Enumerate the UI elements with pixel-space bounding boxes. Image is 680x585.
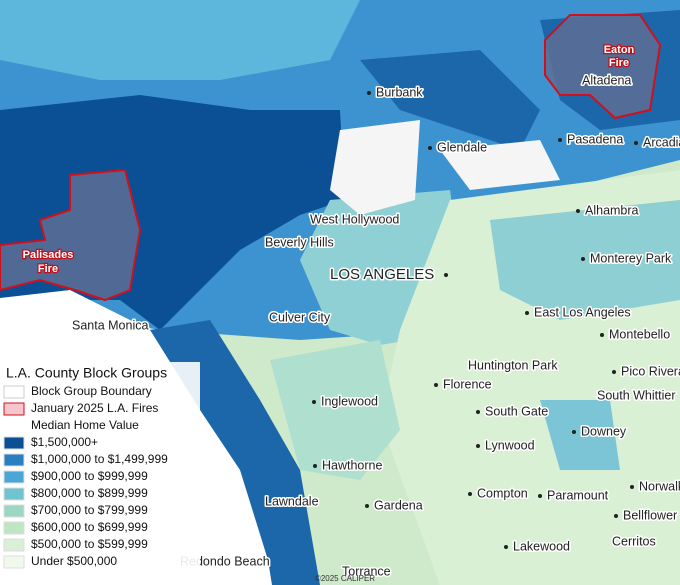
place-dot [600, 333, 604, 337]
place-label: Burbank [376, 85, 423, 99]
region [270, 340, 400, 480]
place-label: Lawndale [265, 494, 319, 508]
region [0, 0, 360, 80]
place-dot [525, 311, 529, 315]
legend-swatch [3, 521, 25, 535]
fire-label: Eaton [604, 44, 635, 56]
place-label: South Gate [485, 404, 548, 418]
legend-label: $1,500,000+ [31, 435, 98, 449]
legend-swatch [3, 555, 25, 569]
legend: L.A. County Block Groups Block Group Boun… [0, 362, 200, 574]
place-label: Bellflower [623, 508, 677, 522]
place-label: Monterey Park [590, 251, 672, 265]
legend-swatch [3, 402, 25, 416]
place-dot [634, 141, 638, 145]
park [440, 140, 560, 190]
park [330, 120, 420, 215]
fire-label: Fire [38, 263, 58, 275]
legend-label: January 2025 L.A. Fires [31, 401, 158, 415]
copyright: ©2025 CALIPER [315, 574, 375, 583]
place-dot [365, 504, 369, 508]
fire-label: Fire [609, 57, 629, 69]
place-dot [504, 545, 508, 549]
legend-swatch [3, 436, 25, 450]
place-label: Glendale [437, 140, 487, 154]
place-label: Montebello [609, 327, 670, 341]
region [360, 50, 540, 150]
place-dot [444, 273, 448, 277]
place-label: West Hollywood [310, 212, 399, 226]
region [490, 200, 680, 320]
place-label: Lynwood [485, 438, 535, 452]
place-label: Downey [581, 424, 627, 438]
place-label: Gardena [374, 498, 423, 512]
place-label: Compton [477, 486, 528, 500]
place-label: Huntington Park [468, 358, 558, 372]
place-dot [476, 410, 480, 414]
place-dot [313, 464, 317, 468]
place-label: Altadena [582, 73, 631, 87]
place-dot [576, 209, 580, 213]
place-label: Culver City [269, 310, 331, 324]
legend-label: $700,000 to $799,999 [31, 503, 148, 517]
place-label: Santa Monica [72, 318, 148, 332]
legend-swatch [3, 470, 25, 484]
place-label: South Whittier [597, 388, 676, 402]
place-label: Pico Rivera [621, 364, 680, 378]
place-dot [581, 257, 585, 261]
place-dot [312, 400, 316, 404]
place-label: Pasadena [567, 132, 623, 146]
place-label: Arcadia [643, 135, 680, 149]
legend-swatch [3, 504, 25, 518]
legend-label: $500,000 to $599,999 [31, 537, 148, 551]
place-dot [630, 485, 634, 489]
legend-panel [0, 362, 200, 574]
fire-perimeter [544, 14, 662, 120]
legend-swatch [3, 385, 25, 399]
place-dot [558, 138, 562, 142]
place-dot [367, 91, 371, 95]
legend-label: Block Group Boundary [31, 384, 152, 398]
place-label: LOS ANGELES [330, 266, 434, 283]
place-label: Alhambra [585, 203, 639, 217]
legend-label: $1,000,000 to $1,499,999 [31, 452, 168, 466]
place-dot [434, 383, 438, 387]
place-label: Florence [443, 377, 492, 391]
place-label: Beverly Hills [265, 235, 334, 249]
legend-label: Under $500,000 [31, 554, 117, 568]
place-label: Cerritos [612, 534, 656, 548]
place-label: Redondo Beach [180, 554, 270, 568]
legend-swatch [3, 487, 25, 501]
place-label: Hawthorne [322, 458, 382, 472]
place-label: Paramount [547, 488, 609, 502]
legend-swatch [3, 538, 25, 552]
place-label: Torrance [342, 564, 391, 578]
legend-label: $900,000 to $999,999 [31, 469, 148, 483]
place-dot [538, 494, 542, 498]
legend-swatch [3, 453, 25, 467]
place-dot [468, 492, 472, 496]
place-dot [614, 514, 618, 518]
legend-label: $600,000 to $699,999 [31, 520, 148, 534]
place-dot [476, 444, 480, 448]
legend-label: $800,000 to $899,999 [31, 486, 148, 500]
fire-label: Palisades [23, 249, 74, 261]
place-label: Lakewood [513, 539, 570, 553]
place-label: Inglewood [321, 394, 378, 408]
places: Burbank Glendale Pasadena Arcadia Altadena Al… [71, 72, 680, 580]
place-dot [612, 370, 616, 374]
legend-subtitle: Median Home Value [31, 418, 139, 432]
place-label: Norwalk [639, 479, 680, 493]
place-label: East Los Angeles [534, 305, 631, 319]
place-dot [572, 430, 576, 434]
fire-perimeter [0, 168, 142, 302]
region [540, 400, 620, 470]
place-dot [428, 146, 432, 150]
legend-title: L.A. County Block Groups [6, 365, 167, 381]
